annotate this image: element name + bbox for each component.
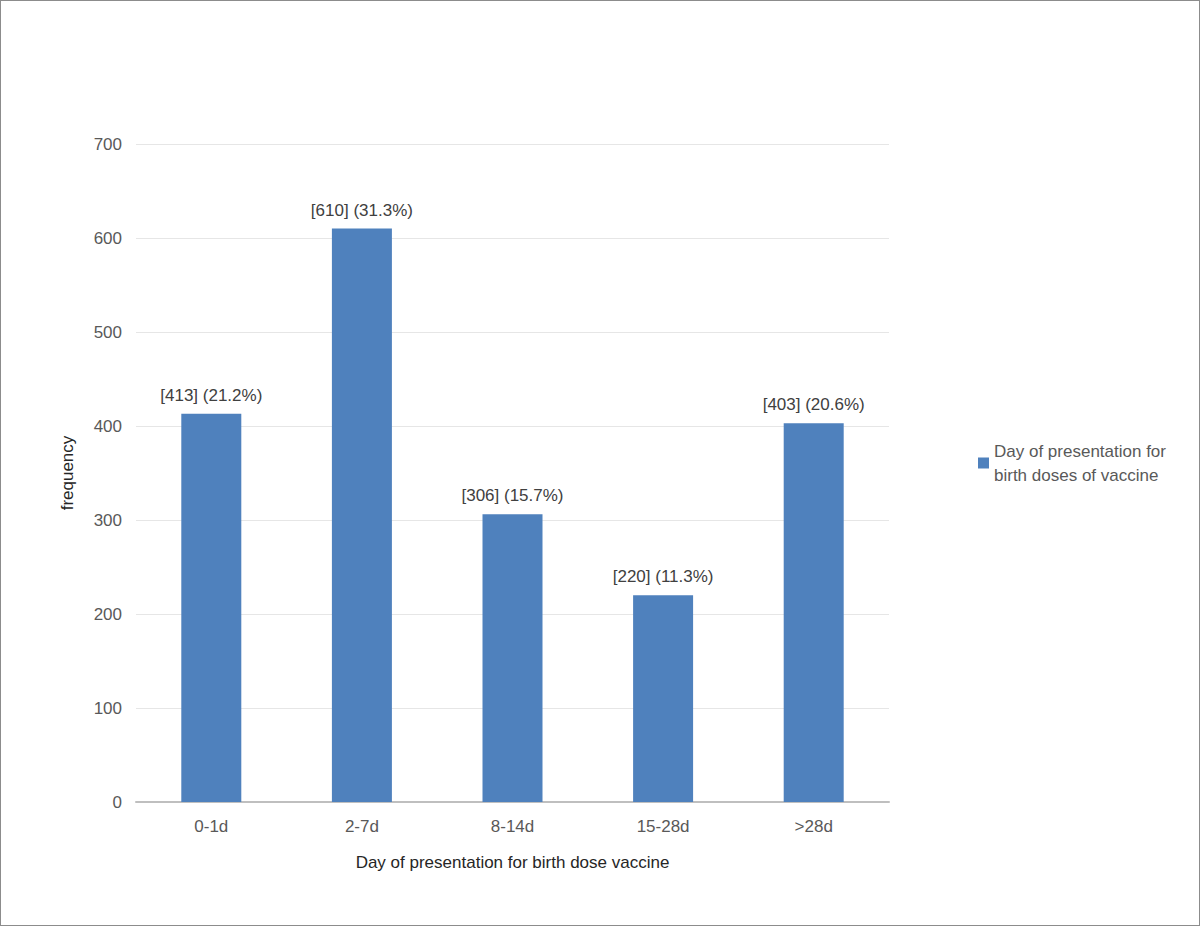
svg-text:15-28d: 15-28d [637,817,690,836]
svg-text:300: 300 [94,511,122,530]
svg-text:frequency: frequency [58,435,77,510]
svg-text:0: 0 [113,793,122,812]
svg-text:Day of presentation for birth: Day of presentation for birth dose vacci… [356,853,670,872]
svg-text:2-7d: 2-7d [345,817,379,836]
svg-text:[403] (20.6%): [403] (20.6%) [763,395,865,414]
svg-text:[220] (11.3%): [220] (11.3%) [613,567,714,586]
svg-text:birth doses of vaccine: birth doses of vaccine [994,466,1158,485]
svg-text:[306] (15.7%): [306] (15.7%) [461,486,563,505]
svg-text:Day of presentation for: Day of presentation for [994,442,1171,461]
svg-text:400: 400 [94,417,122,436]
svg-text:[610] (31.3%): [610] (31.3%) [311,201,413,220]
svg-text:500: 500 [94,323,122,342]
svg-text:0-1d: 0-1d [194,817,228,836]
svg-text:200: 200 [94,605,122,624]
svg-text:700: 700 [94,135,122,154]
svg-text:8-14d: 8-14d [491,817,534,836]
svg-text:100: 100 [94,699,122,718]
svg-text:[413] (21.2%): [413] (21.2%) [160,386,262,405]
svg-text:600: 600 [94,229,122,248]
svg-text:>28d: >28d [795,817,833,836]
